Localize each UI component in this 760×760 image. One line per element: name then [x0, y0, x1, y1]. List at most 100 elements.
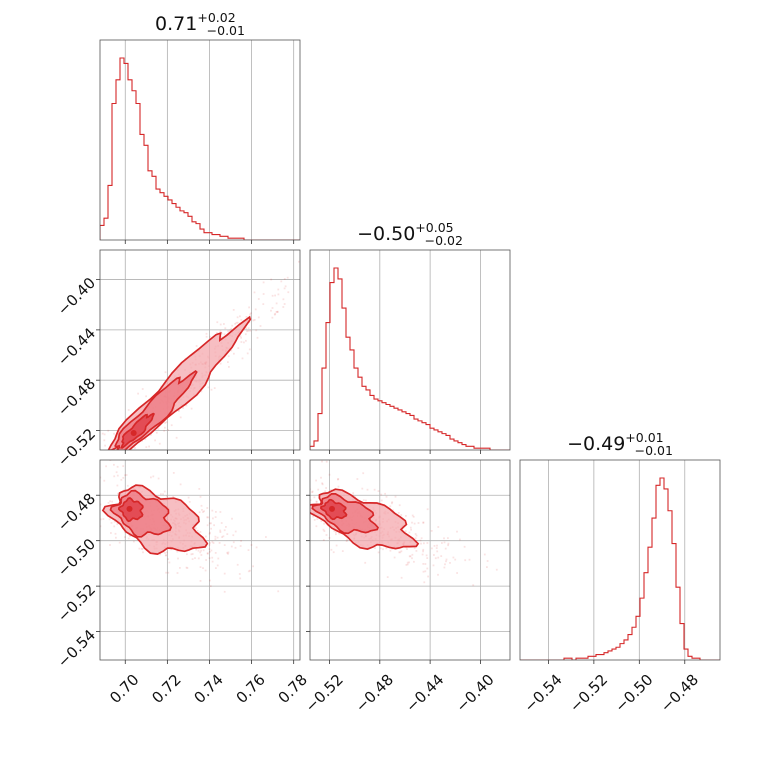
scatter-point: [226, 551, 229, 554]
scatter-point: [108, 518, 111, 521]
scatter-point: [79, 475, 81, 477]
scatter-point: [379, 547, 382, 550]
scatter-point: [210, 527, 212, 530]
scatter-point: [253, 291, 256, 294]
scatter-point: [273, 313, 276, 316]
scatter-point: [215, 567, 217, 569]
scatter-point: [172, 496, 174, 498]
scatter-point: [405, 564, 408, 566]
scatter-point: [282, 507, 284, 509]
scatter-point: [90, 512, 92, 514]
title-param-2-value: −0.49: [567, 433, 625, 455]
scatter-point: [328, 537, 331, 539]
scatter-point: [271, 294, 274, 297]
scatter-point: [172, 472, 175, 474]
panel-1-0-plot-area: [42, 225, 340, 513]
scatter-point: [247, 570, 250, 573]
ytick-label-param-1-3: −0.40: [54, 274, 99, 319]
scatter-point: [247, 327, 250, 330]
scatter-point: [133, 540, 135, 543]
scatter-point: [230, 327, 233, 330]
scatter-point: [313, 519, 316, 521]
scatter-point: [223, 529, 226, 532]
scatter-point: [208, 532, 211, 535]
ytick-label-param-2-3: −0.48: [54, 490, 99, 535]
scatter-point: [164, 371, 167, 374]
scatter-point: [98, 517, 100, 519]
scatter-point: [271, 504, 273, 506]
scatter-point: [116, 465, 119, 468]
scatter-point: [141, 439, 143, 442]
scatter-point: [68, 483, 70, 485]
scatter-point: [81, 462, 83, 464]
scatter-point: [287, 530, 289, 532]
scatter-point: [202, 567, 204, 569]
scatter-point: [285, 471, 287, 473]
scatter-point: [321, 482, 324, 485]
scatter-point: [126, 484, 129, 487]
histogram-param-2: [520, 477, 720, 660]
scatter-point: [249, 313, 251, 316]
scatter-point: [330, 548, 333, 551]
scatter-point: [275, 311, 278, 313]
scatter-point: [232, 534, 235, 537]
scatter-point: [380, 493, 383, 496]
scatter-point: [248, 306, 250, 309]
scatter-point: [394, 495, 397, 498]
scatter-point: [286, 276, 289, 279]
scatter-point: [384, 492, 386, 495]
scatter-point: [248, 348, 251, 351]
scatter-point: [338, 225, 340, 227]
scatter-point: [256, 336, 259, 339]
scatter-point: [209, 335, 212, 338]
scatter-point: [406, 561, 409, 564]
scatter-point: [94, 425, 96, 427]
scatter-point: [205, 332, 208, 335]
histogram-param-0: [100, 57, 300, 240]
scatter-point: [257, 298, 260, 300]
scatter-point: [179, 416, 182, 419]
scatter-point: [195, 345, 198, 347]
scatter-point: [426, 567, 429, 570]
scatter-point: [362, 472, 365, 475]
scatter-point: [190, 407, 193, 410]
scatter-point: [249, 569, 251, 572]
scatter-point: [111, 500, 113, 503]
scatter-point: [42, 511, 44, 513]
scatter-point: [229, 329, 231, 332]
xtick-label-param-0-0: 0.70: [106, 671, 142, 707]
panel-frame-1-0: [99, 249, 301, 451]
scatter-point: [100, 518, 102, 521]
scatter-point: [103, 461, 105, 463]
panel-2-1-plot-area: [233, 460, 510, 660]
scatter-point: [254, 308, 257, 311]
scatter-point: [220, 332, 223, 335]
scatter-point: [104, 444, 106, 447]
scatter-point: [374, 547, 376, 549]
scatter-point: [84, 487, 86, 489]
scatter-point: [97, 523, 99, 525]
scatter-point: [209, 542, 211, 544]
scatter-point: [207, 552, 209, 555]
scatter-point: [337, 478, 339, 481]
scatter-point: [430, 530, 433, 532]
scatter-point: [385, 547, 388, 550]
scatter-point: [399, 551, 402, 554]
scatter-point: [79, 474, 81, 476]
scatter-point: [233, 475, 235, 477]
scatter-point: [413, 560, 415, 563]
scatter-point: [323, 253, 325, 255]
scatter-point: [145, 395, 147, 398]
ytick-label-param-2-1: −0.52: [54, 580, 99, 625]
scatter-point: [435, 547, 438, 549]
scatter-point: [426, 557, 429, 559]
scatter-point: [447, 542, 450, 545]
scatter-point: [322, 528, 325, 531]
scatter-point: [208, 522, 211, 525]
scatter-point: [330, 489, 332, 491]
panel-frame-2-2: [519, 459, 721, 661]
scatter-point: [362, 499, 365, 502]
scatter-point: [123, 488, 126, 491]
scatter-point: [486, 566, 488, 568]
scatter-point: [216, 321, 219, 324]
